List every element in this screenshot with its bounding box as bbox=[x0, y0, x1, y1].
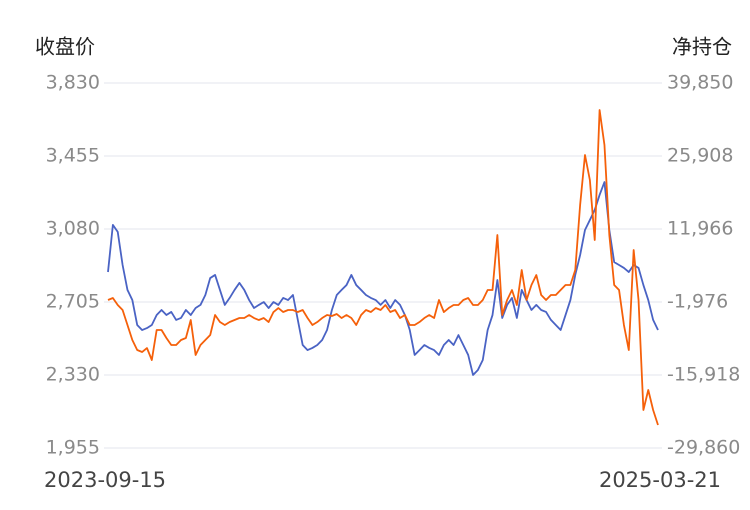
y-tick-label: 3,830 bbox=[46, 72, 100, 94]
y2-axis-title: 净持仓 bbox=[672, 35, 732, 59]
y-tick-label: 2,330 bbox=[46, 364, 100, 386]
y2-tick-label: 39,850 bbox=[667, 72, 733, 94]
y2-tick-label: 25,908 bbox=[667, 145, 733, 167]
series-line bbox=[107, 181, 659, 376]
y2-tick-label: -1,976 bbox=[667, 291, 728, 313]
y-tick-label: 1,955 bbox=[46, 437, 100, 459]
y2-tick-label: -29,860 bbox=[667, 437, 740, 459]
y-axis-title: 收盘价 bbox=[35, 35, 95, 59]
y2-tick-label: 11,966 bbox=[667, 218, 733, 240]
x-tick-label: 2023-09-15 bbox=[44, 468, 166, 492]
y-tick-label: 2,705 bbox=[46, 291, 100, 313]
x-tick-label: 2025-03-21 bbox=[599, 468, 721, 492]
series-line bbox=[107, 109, 659, 426]
y-tick-label: 3,455 bbox=[46, 145, 100, 167]
y-tick-label: 3,080 bbox=[46, 218, 100, 240]
y2-tick-label: -15,918 bbox=[667, 364, 740, 386]
